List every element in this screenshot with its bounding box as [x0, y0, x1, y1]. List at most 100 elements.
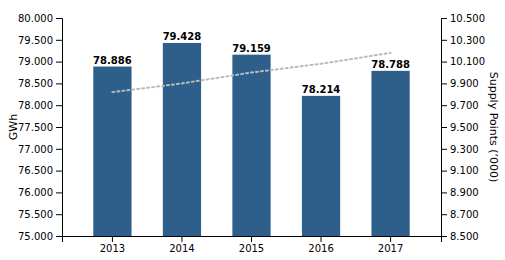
tick-label: 75.500 — [18, 209, 53, 220]
tick: 75.500 — [18, 209, 62, 220]
tick-mark — [56, 214, 62, 215]
chart: 78.88679.42879.15978.21478.7882013201420… — [0, 0, 505, 260]
tick-label: 77.000 — [18, 144, 53, 155]
tick-label: 2017 — [378, 243, 403, 254]
tick-label: 9.100 — [450, 165, 479, 176]
tick-label: 77.500 — [18, 122, 53, 133]
tick: 76.000 — [18, 187, 62, 198]
x-axis: 2013 2014 2015 2016 2017 — [63, 236, 442, 254]
tick: 8.900 — [441, 187, 479, 198]
tick: 76.500 — [18, 165, 62, 176]
tick-label: 8.500 — [450, 231, 479, 242]
tick: 2017 — [378, 236, 403, 254]
y-axis: 75.000 75.500 76.000 76.500 77.000 77.500 78.0… — [18, 13, 63, 242]
tick-label: 75.000 — [18, 231, 53, 242]
bar — [302, 96, 340, 236]
tick-mark — [56, 40, 62, 41]
tick-mark — [56, 105, 62, 106]
tick-mark — [251, 236, 252, 242]
y2-axis-title: Supply Points (‘000) — [487, 72, 500, 183]
axis-line — [63, 237, 442, 243]
y-axis-title: GWh — [7, 114, 20, 140]
tick-label: 10.100 — [450, 56, 485, 67]
data-label: 78.788 — [371, 59, 410, 70]
tick-mark — [112, 236, 113, 242]
tick-label: 76.500 — [18, 165, 53, 176]
tick: 9.900 — [441, 78, 479, 89]
data-label: 79.159 — [232, 43, 271, 54]
tick-mark — [441, 192, 447, 193]
tick-mark — [56, 171, 62, 172]
tick: 8.500 — [441, 231, 479, 242]
tick-label: 79.500 — [18, 35, 53, 46]
tick: 8.700 — [441, 209, 479, 220]
data-label: 78.214 — [302, 84, 341, 95]
tick: 78.000 — [18, 100, 62, 111]
bar — [232, 55, 270, 236]
tick: 9.300 — [441, 144, 479, 155]
axis-line — [56, 19, 63, 237]
tick: 77.000 — [18, 144, 62, 155]
tick-label: 9.500 — [450, 122, 479, 133]
tick-mark — [321, 236, 322, 242]
tick-mark — [441, 83, 447, 84]
tick-label: 9.700 — [450, 100, 479, 111]
marks — [93, 43, 409, 236]
tick-mark — [56, 127, 62, 128]
tick-label: 78.000 — [18, 100, 53, 111]
tick-mark — [441, 236, 447, 237]
tick: 80.000 — [18, 13, 62, 24]
tick: 10.300 — [441, 35, 485, 46]
tick-label: 10.500 — [450, 13, 485, 24]
bar — [163, 43, 201, 236]
tick: 10.100 — [441, 56, 485, 67]
tick: 2013 — [100, 236, 125, 254]
tick-mark — [56, 236, 62, 237]
tick-label: 2015 — [239, 243, 264, 254]
tick: 10.500 — [441, 13, 485, 24]
tick-mark — [441, 171, 447, 172]
tick-mark — [441, 105, 447, 106]
data-label: 78.886 — [93, 55, 132, 66]
tick-mark — [56, 62, 62, 63]
tick: 79.500 — [18, 35, 62, 46]
tick: 79.000 — [18, 56, 62, 67]
tick-mark — [441, 18, 447, 19]
axis-line — [442, 19, 448, 237]
plot-area: 78.88679.42879.15978.21478.7882013201420… — [18, 13, 485, 254]
tick-mark — [441, 214, 447, 215]
tick-mark — [181, 236, 182, 242]
tick-label: 79.000 — [18, 56, 53, 67]
bar — [371, 71, 409, 236]
tick: 75.000 — [18, 231, 62, 242]
tick-label: 76.000 — [18, 187, 53, 198]
tick-mark — [441, 40, 447, 41]
tick-mark — [56, 149, 62, 150]
tick: 2016 — [308, 236, 333, 254]
tick-label: 2014 — [169, 243, 194, 254]
y2-axis: 8.500 8.700 8.900 9.100 9.300 9.500 9.700 9.900… — [441, 13, 485, 242]
tick-label: 2013 — [100, 243, 125, 254]
data-labels: 78.886 79.428 79.159 78.214 78.788 — [93, 31, 410, 95]
tick-label: 10.300 — [450, 35, 485, 46]
tick-mark — [441, 149, 447, 150]
tick-label: 2016 — [308, 243, 333, 254]
tick: 2014 — [169, 236, 194, 254]
tick-label: 8.900 — [450, 187, 479, 198]
line — [112, 53, 390, 92]
tick-label: 9.900 — [450, 78, 479, 89]
tick-mark — [441, 62, 447, 63]
tick-label: 8.700 — [450, 209, 479, 220]
tick-label: 80.000 — [18, 13, 53, 24]
tick-mark — [441, 127, 447, 128]
tick: 2015 — [239, 236, 264, 254]
tick: 9.700 — [441, 100, 479, 111]
bar-series — [93, 43, 409, 236]
tick: 9.100 — [441, 165, 479, 176]
tick: 78.500 — [18, 78, 62, 89]
tick-label: 9.300 — [450, 144, 479, 155]
data-label: 79.428 — [163, 31, 202, 42]
tick-label: 78.500 — [18, 78, 53, 89]
tick: 9.500 — [441, 122, 479, 133]
tick: 77.500 — [18, 122, 62, 133]
